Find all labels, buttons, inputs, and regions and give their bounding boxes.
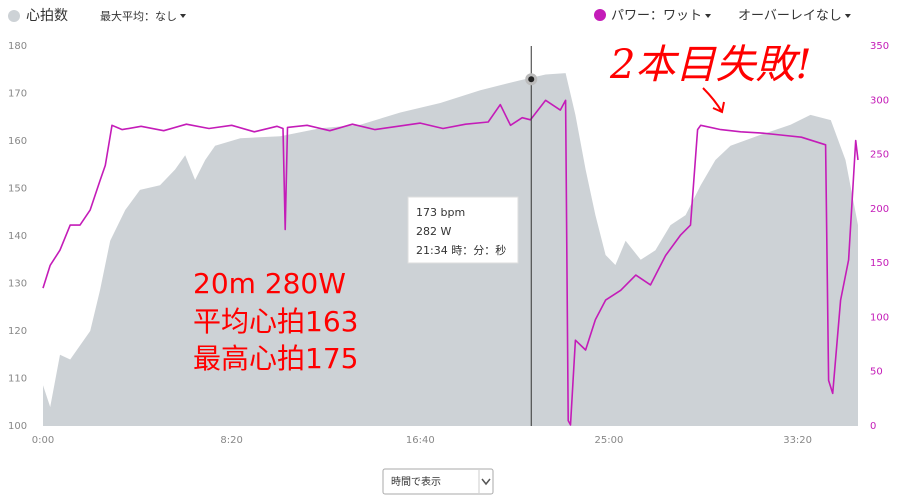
power-line xyxy=(42,99,859,426)
tooltip-text: 21:34 時：分：秒 xyxy=(416,243,506,257)
y-tick-label: 100 xyxy=(8,421,27,432)
tooltip-text: 173 bpm xyxy=(416,206,465,219)
y2-tick-label: 100 xyxy=(870,312,889,323)
tooltip-text: 282 W xyxy=(416,225,451,238)
x-tick-label: 8:20 xyxy=(220,435,242,446)
y2-tick-label: 250 xyxy=(870,150,889,161)
y2-tick-label: 350 xyxy=(870,41,889,52)
legend-label: 心拍数 xyxy=(26,8,68,24)
y-tick-label: 150 xyxy=(8,184,27,195)
y-tick-label: 130 xyxy=(8,279,27,290)
legend-label[interactable]: パワー：ワット xyxy=(611,9,702,24)
select-arrow xyxy=(481,478,491,486)
legend-swatch xyxy=(8,10,20,22)
y-tick-label: 110 xyxy=(8,374,27,385)
y-tick-label: 180 xyxy=(8,41,27,52)
handwritten-note: 2本目失敗! xyxy=(609,42,812,88)
max-average-dropdown[interactable]: 最大平均：なし xyxy=(100,9,177,23)
view-select-label[interactable]: 時間で表示 xyxy=(391,475,441,488)
cursor-dot xyxy=(528,76,535,83)
y-tick-label: 120 xyxy=(8,326,27,337)
dropdown-caret xyxy=(180,14,186,18)
annotation: 20m 280W xyxy=(193,267,346,300)
y-tick-label: 160 xyxy=(8,136,27,147)
annotation: 最高心拍175 xyxy=(193,342,358,375)
view-select[interactable] xyxy=(382,468,494,495)
y2-tick-label: 50 xyxy=(870,367,883,378)
y2-tick-label: 300 xyxy=(870,95,889,106)
legend-swatch xyxy=(594,9,606,21)
y2-tick-label: 150 xyxy=(870,258,889,269)
y-tick-label: 170 xyxy=(8,89,27,100)
annotation: 平均心拍163 xyxy=(193,305,358,338)
dropdown-caret xyxy=(705,14,712,18)
x-tick-label: 0:00 xyxy=(32,435,54,446)
tooltip xyxy=(407,196,519,264)
note-arrow xyxy=(702,87,725,114)
y2-tick-label: 0 xyxy=(870,421,876,432)
x-tick-label: 16:40 xyxy=(406,435,435,446)
y2-tick-label: 200 xyxy=(870,204,889,215)
x-tick-label: 25:00 xyxy=(595,435,624,446)
y-tick-label: 140 xyxy=(8,231,27,242)
x-tick-label: 33:20 xyxy=(783,435,812,446)
dropdown-caret xyxy=(844,14,851,18)
overlay-dropdown[interactable]: オーバーレイなし xyxy=(738,9,842,24)
